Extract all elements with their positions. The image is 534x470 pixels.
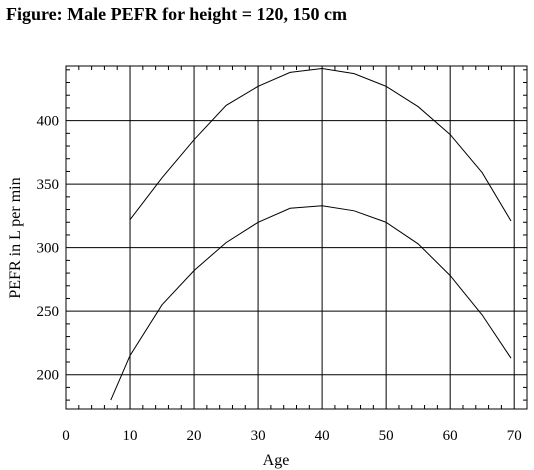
x-tick-label: 60 xyxy=(443,428,458,444)
axis-ticks xyxy=(66,66,527,409)
plot-frame xyxy=(65,65,528,410)
series-line-lower xyxy=(110,205,512,401)
series-line-upper xyxy=(129,67,512,222)
x-tick-label: 30 xyxy=(251,428,266,444)
x-tick-label: 70 xyxy=(507,428,522,444)
y-tick-label: 200 xyxy=(37,368,60,384)
x-axis-label: Age xyxy=(263,452,290,469)
x-tick-label: 10 xyxy=(123,428,138,444)
y-tick-labels: 200 250 300 350 400 xyxy=(37,114,60,384)
y-tick-label: 250 xyxy=(37,304,60,320)
x-tick-label: 50 xyxy=(379,428,394,444)
chart-title: Figure: Male PEFR for height = 120, 150 … xyxy=(6,4,348,24)
y-tick-label: 400 xyxy=(37,114,60,130)
x-tick-labels: 0 10 20 30 40 50 60 70 xyxy=(62,428,521,444)
grid-lines xyxy=(66,66,527,409)
x-tick-label: 20 xyxy=(187,428,202,444)
y-tick-label: 350 xyxy=(37,177,60,193)
y-tick-label: 300 xyxy=(37,241,60,257)
y-axis-label: PEFR in L per min xyxy=(7,177,24,298)
series-lines xyxy=(110,67,512,401)
x-tick-label: 0 xyxy=(62,428,70,444)
x-tick-label: 40 xyxy=(315,428,330,444)
